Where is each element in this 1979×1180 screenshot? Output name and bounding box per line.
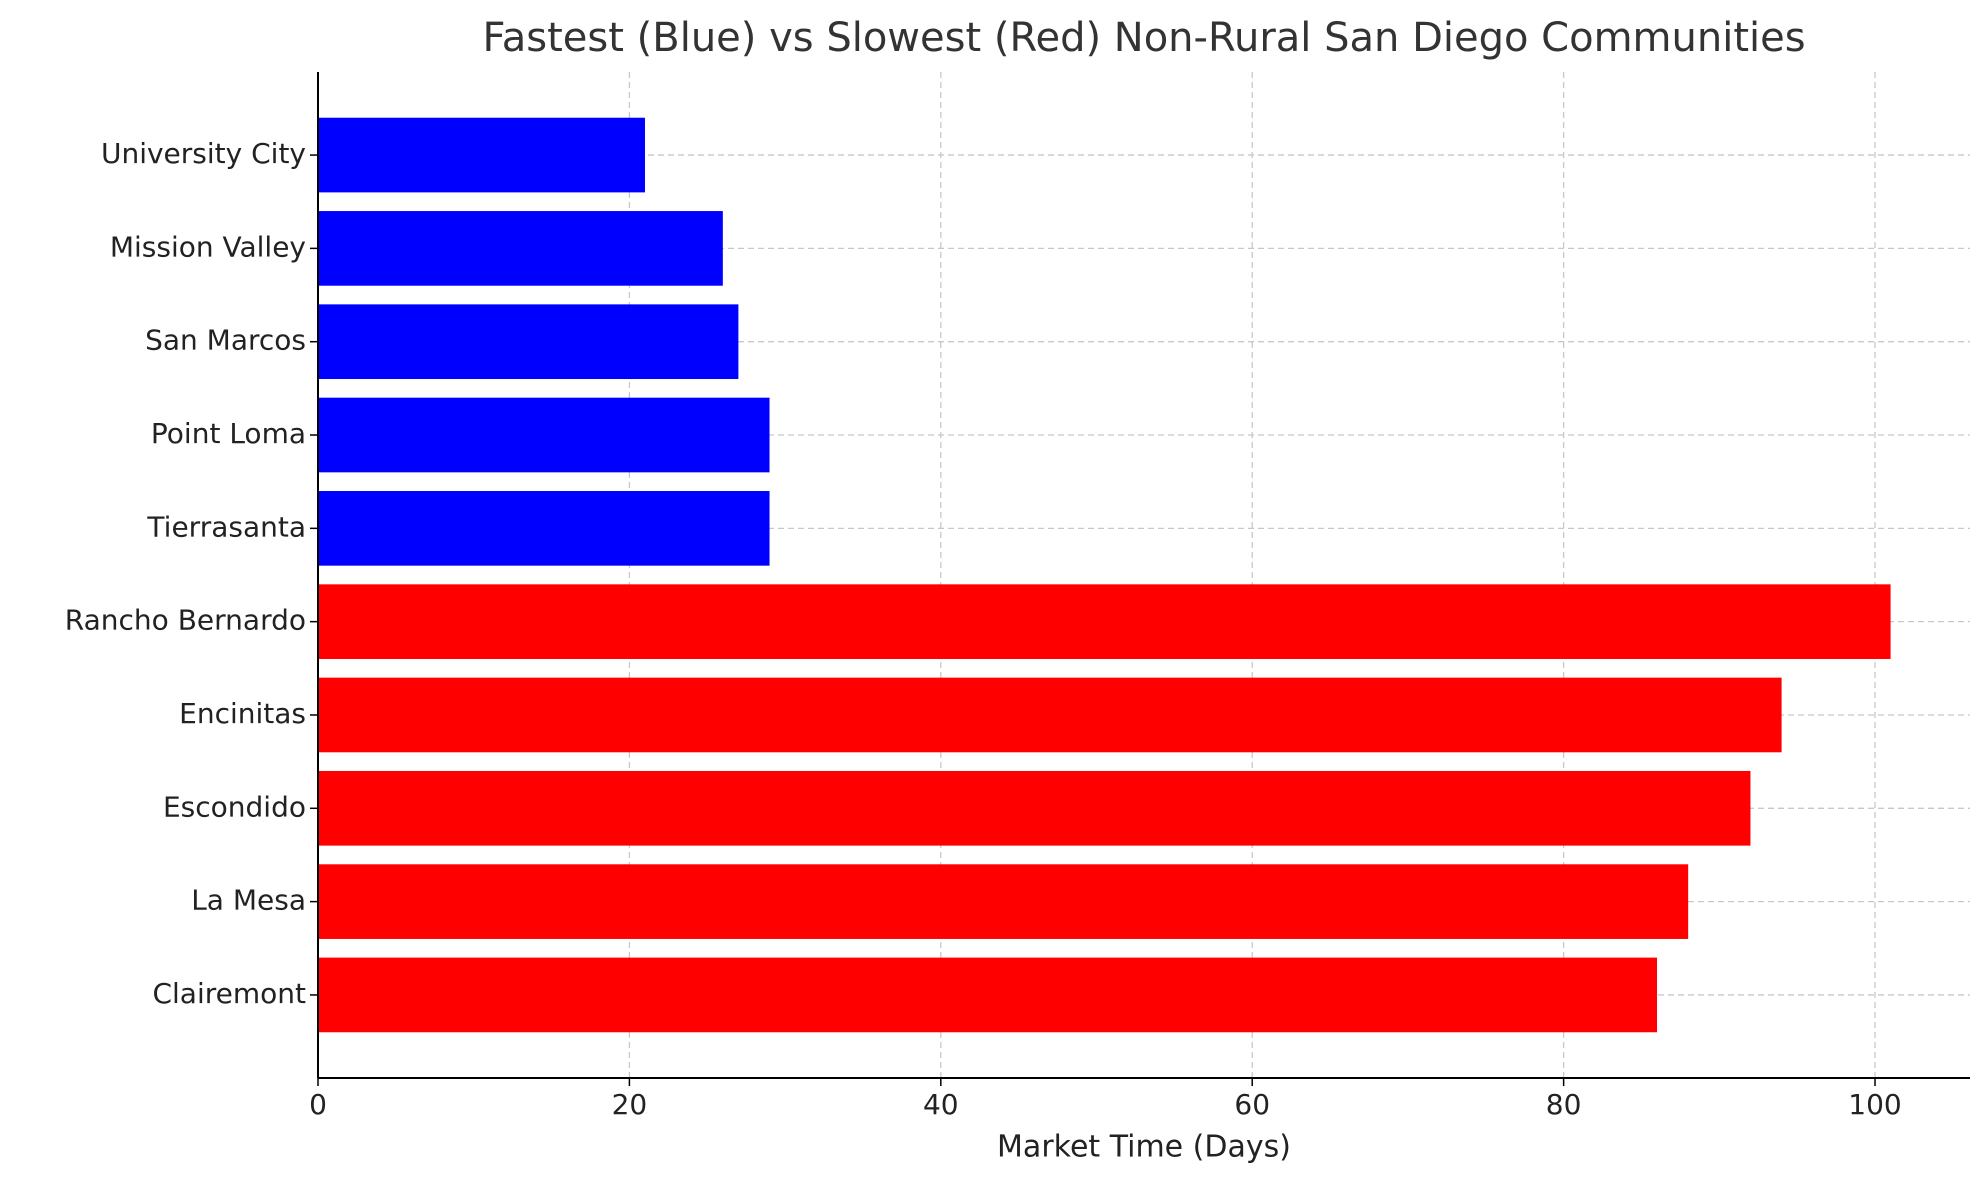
bar xyxy=(318,584,1891,659)
bar xyxy=(318,677,1782,753)
x-tick-label: 20 xyxy=(612,1088,648,1121)
bar xyxy=(318,957,1658,1033)
bar xyxy=(318,491,770,566)
y-tick-label: Point Loma xyxy=(151,417,306,450)
y-tick-label: Clairemont xyxy=(152,977,306,1010)
bar xyxy=(318,864,1689,939)
x-tick-label: 60 xyxy=(1234,1088,1270,1121)
bar xyxy=(318,211,723,286)
y-tick-label: La Mesa xyxy=(191,884,306,917)
x-tick-label: 0 xyxy=(309,1088,327,1121)
y-tick-label: Escondido xyxy=(163,790,306,823)
y-tick-label: University City xyxy=(101,137,306,170)
bar xyxy=(318,770,1751,846)
y-tick-label: Encinitas xyxy=(179,697,306,730)
y-tick-label: Tierrasanta xyxy=(146,510,306,543)
x-axis-label: Market Time (Days) xyxy=(997,1130,1291,1165)
x-tick-label: 40 xyxy=(923,1088,959,1121)
y-tick-label: Mission Valley xyxy=(110,230,306,263)
bar xyxy=(318,397,770,473)
bar xyxy=(318,117,645,193)
bar xyxy=(318,304,739,380)
y-tick-label: San Marcos xyxy=(145,324,306,357)
x-tick-label: 100 xyxy=(1848,1088,1901,1121)
y-tick-label: Rancho Bernardo xyxy=(65,604,306,637)
x-tick-label: 80 xyxy=(1546,1088,1582,1121)
chart-title: Fastest (Blue) vs Slowest (Red) Non-Rura… xyxy=(482,15,1805,61)
